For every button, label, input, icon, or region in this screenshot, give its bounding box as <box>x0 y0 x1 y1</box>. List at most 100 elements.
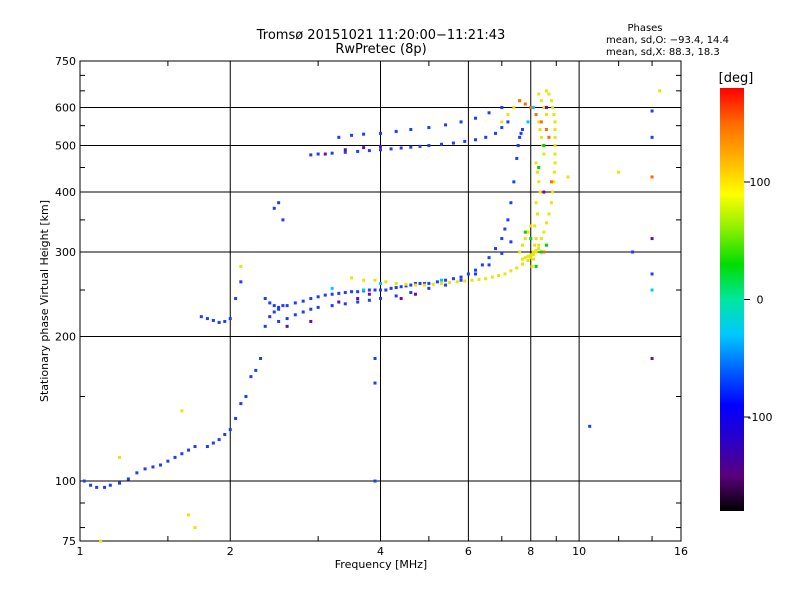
data-point <box>650 135 654 139</box>
data-point <box>422 283 426 287</box>
data-point <box>180 452 184 456</box>
chart-subtitle: RwPretec (8p) <box>335 42 426 57</box>
data-point <box>490 275 494 279</box>
data-point <box>108 483 112 487</box>
data-point <box>617 170 621 174</box>
y-tick-label: 600 <box>55 102 76 115</box>
data-point <box>118 481 122 485</box>
data-point <box>440 278 443 282</box>
data-point <box>459 120 463 124</box>
data-point <box>409 127 413 131</box>
data-point <box>509 240 513 244</box>
data-point <box>553 161 557 165</box>
y-tick-label: 500 <box>55 140 76 153</box>
data-point <box>529 106 533 110</box>
data-point <box>520 262 524 266</box>
chart-title: Tromsø 20151021 11:20:00−11:21:43 <box>256 28 506 43</box>
data-point <box>356 300 360 304</box>
data-point <box>553 135 557 139</box>
data-point <box>187 513 191 517</box>
data-point <box>549 201 553 205</box>
data-point <box>480 263 484 267</box>
data-point <box>422 281 426 285</box>
x-tick-label: 2 <box>227 545 234 558</box>
data-point <box>263 297 267 301</box>
data-point <box>343 150 347 154</box>
data-point <box>487 256 491 260</box>
data-point <box>516 144 520 148</box>
data-point <box>193 445 197 449</box>
data-point <box>103 485 107 489</box>
data-point <box>542 250 546 254</box>
data-point <box>180 409 184 413</box>
data-point <box>537 92 541 96</box>
data-point <box>135 471 139 475</box>
data-point <box>343 302 347 306</box>
data-point <box>539 99 543 103</box>
data-point <box>211 318 215 322</box>
data-point <box>389 147 393 151</box>
data-point <box>566 175 570 179</box>
x-tick-label: 1 <box>77 545 84 558</box>
phase-info-x: mean, sd,X: 88.3, 18.3 <box>606 47 720 58</box>
colorbar <box>720 88 744 511</box>
data-point <box>166 459 170 463</box>
data-point <box>650 288 654 292</box>
data-point <box>526 254 530 258</box>
data-point <box>538 127 542 131</box>
data-point <box>494 247 498 251</box>
data-point <box>518 99 522 103</box>
data-point <box>126 477 130 481</box>
data-point <box>268 301 272 305</box>
data-point <box>650 109 654 113</box>
data-point <box>544 127 548 131</box>
data-point <box>552 170 556 174</box>
data-point <box>367 298 371 302</box>
x-tick-label: 16 <box>674 545 688 558</box>
colorbar-tick-label: -100 <box>748 411 773 424</box>
data-point <box>413 281 417 285</box>
data-point <box>523 237 527 241</box>
data-point <box>529 253 533 257</box>
data-point <box>379 144 382 148</box>
data-point <box>217 320 221 324</box>
colorbar-ticks: 100 0 -100 <box>744 176 772 424</box>
data-point <box>239 264 243 268</box>
data-point <box>474 116 477 120</box>
data-point <box>394 281 398 285</box>
data-point <box>553 120 557 124</box>
data-point <box>500 251 504 255</box>
data-point <box>494 131 498 135</box>
data-point <box>506 120 510 124</box>
data-point <box>534 237 538 241</box>
data-point <box>539 120 543 124</box>
data-point <box>474 138 477 142</box>
data-point <box>487 111 491 115</box>
y-tick-labels: 75 100 200 300 400 500 600 750 <box>55 55 76 548</box>
data-point <box>459 275 463 279</box>
data-point <box>281 304 285 308</box>
data-point <box>379 288 382 292</box>
data-point <box>409 283 413 287</box>
data-point <box>394 286 398 290</box>
data-point <box>470 278 474 282</box>
data-point <box>534 201 538 205</box>
data-point <box>542 230 546 234</box>
data-point <box>205 317 209 321</box>
data-point <box>529 256 533 260</box>
data-point <box>509 269 513 273</box>
data-point <box>523 102 527 106</box>
data-point <box>89 483 93 487</box>
data-point <box>418 144 422 148</box>
data-point <box>539 237 543 241</box>
data-point <box>373 278 377 282</box>
data-point <box>515 266 519 270</box>
data-point <box>427 281 431 285</box>
data-point <box>631 250 635 254</box>
data-point <box>537 120 541 124</box>
data-point <box>409 291 413 295</box>
data-point <box>316 295 320 299</box>
data-point <box>531 251 535 255</box>
data-point <box>228 428 232 432</box>
data-point <box>500 106 504 110</box>
